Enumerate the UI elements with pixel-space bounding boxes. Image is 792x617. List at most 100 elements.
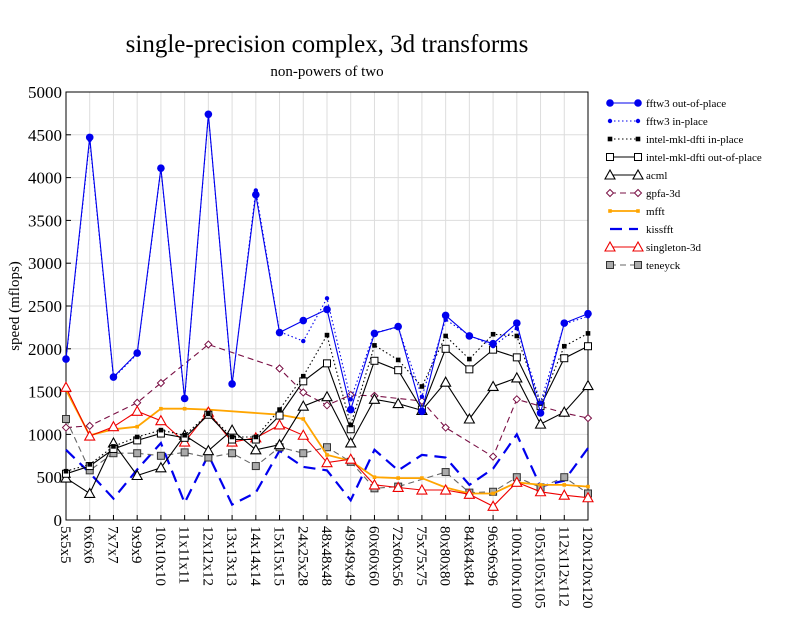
data-point (131, 405, 144, 416)
chart-subtitle: non-powers of two (270, 64, 383, 80)
y-tick-label: 5000 (28, 83, 62, 102)
data-point (372, 343, 377, 348)
data-point (607, 118, 613, 124)
data-point (558, 489, 571, 500)
data-point (107, 420, 120, 432)
data-point (253, 434, 259, 440)
y-tick-label: 4000 (28, 169, 62, 188)
data-point (585, 331, 591, 336)
data-point (134, 434, 140, 440)
data-point (228, 380, 236, 388)
data-point (439, 376, 452, 387)
data-point (510, 476, 523, 487)
data-point (87, 462, 93, 467)
legend-entry: acml (604, 168, 667, 182)
x-tick-label: 12x12x12 (199, 526, 215, 586)
data-point (154, 414, 167, 426)
data-point (560, 473, 569, 482)
data-point (297, 429, 310, 440)
data-point (159, 406, 163, 411)
data-point (582, 491, 594, 503)
x-tick-label: 105x105x105 (532, 526, 548, 609)
legend-label: mfft (646, 206, 665, 218)
data-point (604, 240, 616, 252)
legend-label: acml (646, 170, 667, 182)
legend-entry: singleton-3d (604, 240, 701, 254)
data-point (583, 413, 593, 423)
data-point (228, 449, 237, 458)
legend-entry: intel-mkl-dfti in-place (607, 134, 744, 146)
data-point (487, 500, 500, 511)
data-point (561, 343, 567, 349)
data-point (85, 133, 94, 142)
data-point (632, 240, 644, 252)
data-point (273, 418, 286, 430)
data-point (635, 136, 641, 142)
y-axis-ticks: 0 500 1000 1500 2000 2500 3000 3500 4000 4500 5000 (28, 83, 71, 530)
data-point (156, 451, 165, 460)
x-axis-ticks: 5x5x5 6x6x6 7x7x7 9x9x9 10x10x10 11x11x11 12x1… (57, 515, 595, 609)
y-tick-label: 3500 (28, 211, 62, 230)
data-point (324, 296, 330, 301)
data-point (111, 444, 116, 449)
data-point (441, 468, 450, 477)
x-tick-label: 13x13x13 (223, 526, 239, 586)
data-point (487, 380, 500, 392)
data-point (346, 405, 355, 414)
x-tick-label: 100x100x100 (508, 526, 524, 609)
y-tick-label: 4500 (28, 126, 62, 145)
data-point (131, 469, 144, 481)
data-point (467, 356, 472, 362)
data-point (534, 417, 547, 429)
data-point (325, 453, 329, 457)
y-axis-label: speed (mflops) (7, 261, 23, 351)
data-point (560, 319, 569, 327)
data-point (273, 438, 286, 450)
data-point (439, 483, 452, 495)
data-point (394, 366, 403, 375)
data-point (488, 452, 498, 461)
data-point (322, 401, 332, 410)
data-point (634, 99, 642, 107)
data-point (204, 110, 213, 119)
data-point (512, 353, 521, 362)
data-point (606, 153, 614, 161)
data-point (538, 400, 543, 405)
data-point (297, 400, 310, 411)
legend-entry: mfft (608, 206, 665, 218)
legend-entry: fftw3 in-place (607, 116, 708, 128)
data-point (465, 332, 474, 340)
legend-entry: intel-mkl-dfti out-of-place (606, 152, 762, 164)
data-point (182, 406, 187, 411)
data-point (299, 449, 308, 458)
x-tick-label: 14x14x14 (247, 526, 263, 587)
data-point (301, 417, 306, 421)
legend-entry: teneyck (606, 260, 681, 272)
data-point (490, 331, 496, 337)
data-point (370, 329, 379, 338)
x-tick-label: 48x48x48 (318, 526, 334, 586)
data-point (372, 475, 377, 479)
data-point (582, 379, 594, 391)
data-point (300, 373, 306, 379)
data-point (344, 453, 357, 464)
data-point (633, 188, 643, 198)
data-point (85, 421, 94, 431)
data-point (562, 483, 567, 487)
data-point (605, 188, 615, 198)
x-tick-label: 10x10x10 (152, 526, 168, 586)
data-point (180, 394, 189, 403)
y-tick-label: 500 (37, 468, 63, 487)
data-point (514, 333, 520, 339)
y-tick-label: 0 (54, 511, 63, 530)
x-tick-label: 49x49x49 (342, 526, 358, 586)
data-point (394, 322, 402, 331)
legend-label: teneyck (646, 260, 681, 272)
x-tick-label: 96x96x96 (484, 526, 500, 587)
chart-title: single-precision complex, 3d transforms (126, 31, 529, 58)
data-point (534, 485, 547, 497)
x-tick-label: 75x75x75 (413, 526, 429, 586)
legend-label: intel-mkl-dfti out-of-place (646, 152, 762, 164)
data-point (584, 342, 592, 351)
x-tick-label: 24x25x28 (294, 526, 310, 586)
